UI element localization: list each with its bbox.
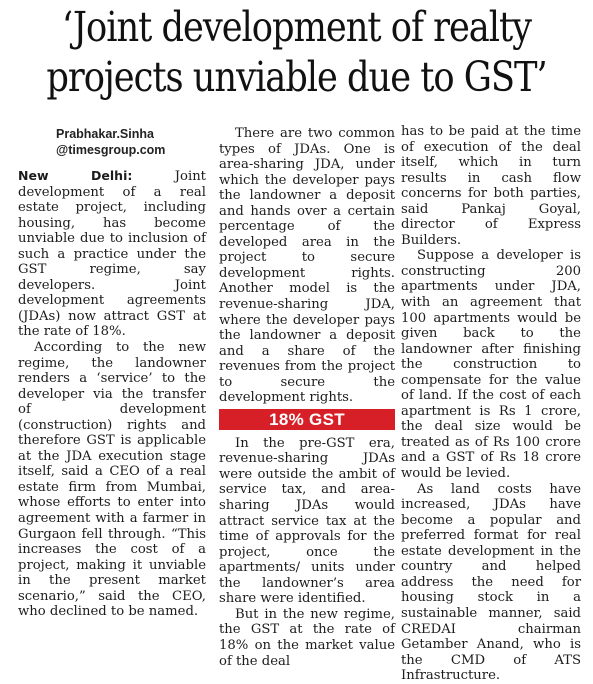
subhead-banner: 18% GST xyxy=(219,408,395,430)
article-paragraph: In the pre-GST era, revenue-sharing JDAs… xyxy=(219,435,395,607)
article-paragraph: has to be paid at the time of execution … xyxy=(401,124,581,248)
dateline: New Delhi: xyxy=(18,168,133,183)
headline: ‘Joint development of realty projects un… xyxy=(42,2,552,102)
headline-line-1: ‘Joint development of realty xyxy=(61,3,532,51)
article-paragraph: But in the new regime, the GST at the ra… xyxy=(219,606,395,669)
article-paragraph: There are two common types of JDAs. One … xyxy=(219,126,395,406)
column-2: There are two common types of JDAs. One … xyxy=(219,126,395,669)
byline: Prabhakar.Sinha @timesgroup.com xyxy=(18,126,206,158)
article-paragraph: Suppose a developer is constructing 200 … xyxy=(401,248,581,482)
byline-name: Prabhakar.Sinha xyxy=(56,127,154,141)
article-paragraph: New Delhi: Joint development of a real e… xyxy=(18,168,206,340)
newspaper-clipping: ‘Joint development of realty projects un… xyxy=(18,2,581,684)
column-1: Prabhakar.Sinha @timesgroup.com New Delh… xyxy=(18,126,206,620)
headline-line-2: projects unviable due to GST’ xyxy=(46,53,547,101)
column-3: has to be paid at the time of execution … xyxy=(401,124,581,684)
article-paragraph: According to the new regime, the landown… xyxy=(18,340,206,620)
paragraph-text: Joint development of a real estate proje… xyxy=(18,169,206,340)
byline-email: @timesgroup.com xyxy=(56,143,166,157)
article-paragraph: As land costs have increased, JDAs have … xyxy=(401,481,581,684)
